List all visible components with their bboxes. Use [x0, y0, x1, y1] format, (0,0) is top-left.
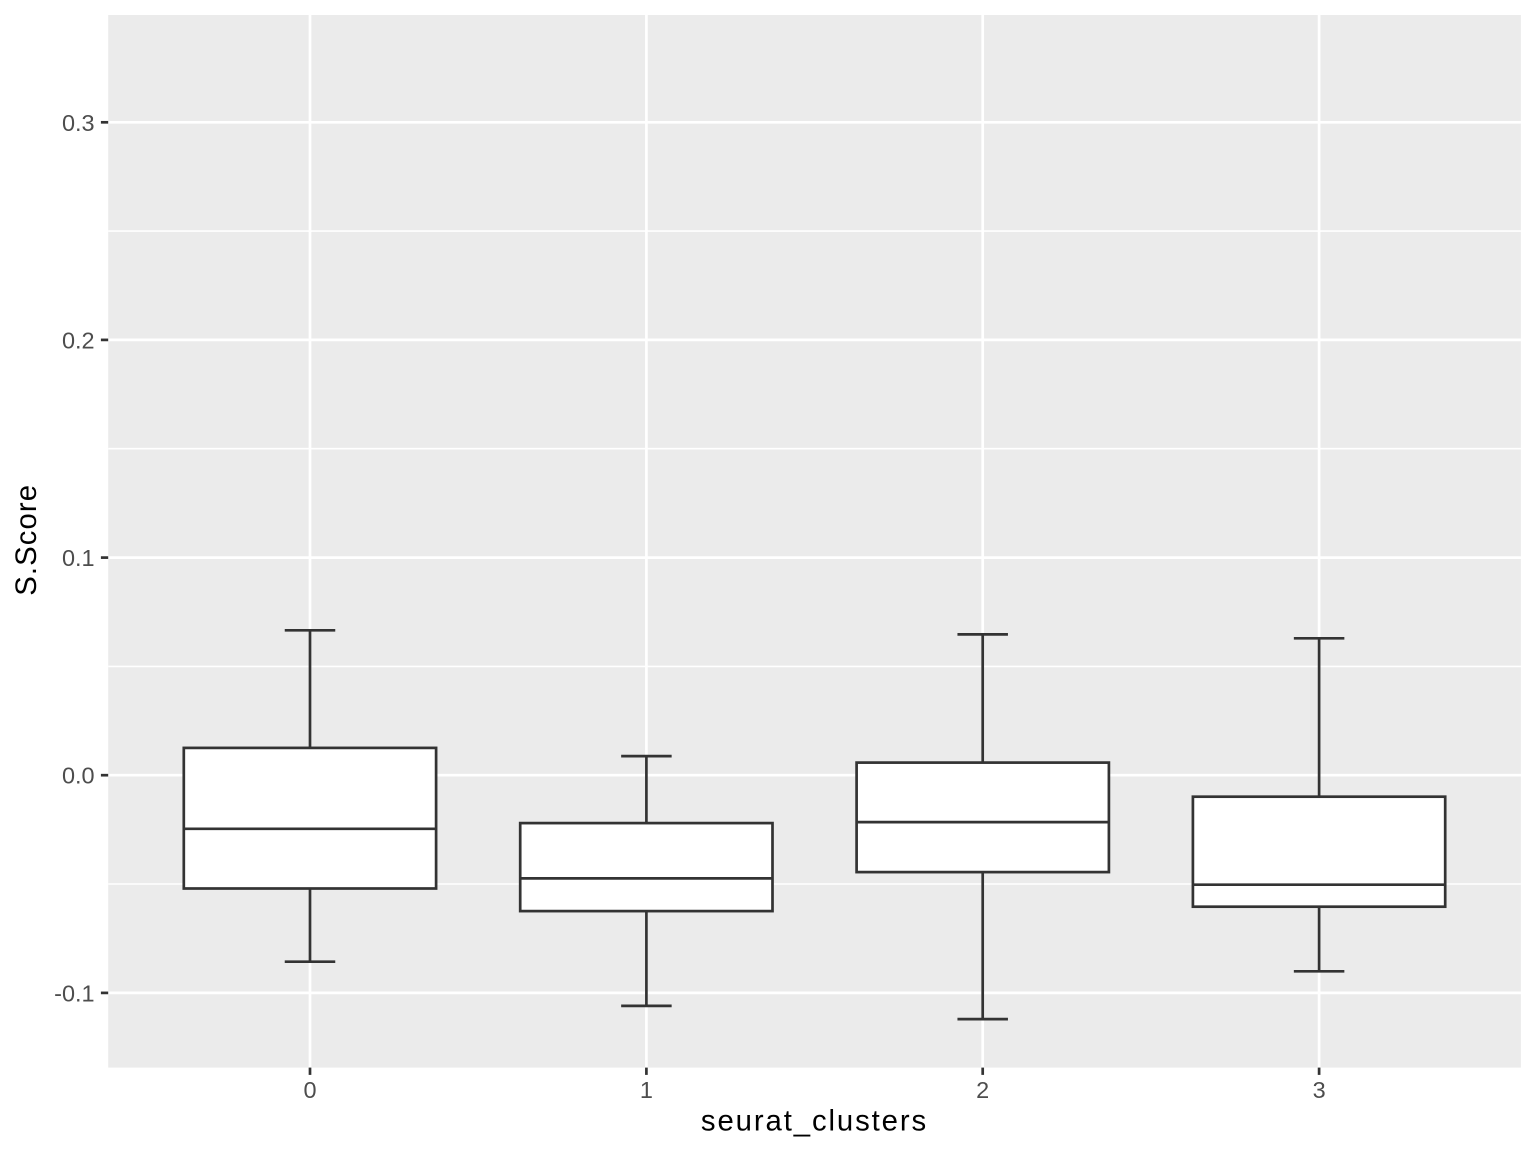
svg-text:1: 1 — [640, 1077, 653, 1103]
svg-text:3: 3 — [1313, 1077, 1326, 1103]
svg-text:seurat_clusters: seurat_clusters — [701, 1105, 928, 1138]
svg-text:S.Score: S.Score — [10, 484, 43, 596]
svg-text:0: 0 — [303, 1077, 316, 1103]
svg-text:2: 2 — [976, 1077, 989, 1103]
svg-text:0.0: 0.0 — [62, 763, 95, 789]
svg-text:0.1: 0.1 — [62, 545, 95, 571]
svg-text:0.3: 0.3 — [62, 110, 95, 136]
svg-text:0.2: 0.2 — [62, 327, 95, 353]
svg-text:-0.1: -0.1 — [54, 980, 94, 1006]
